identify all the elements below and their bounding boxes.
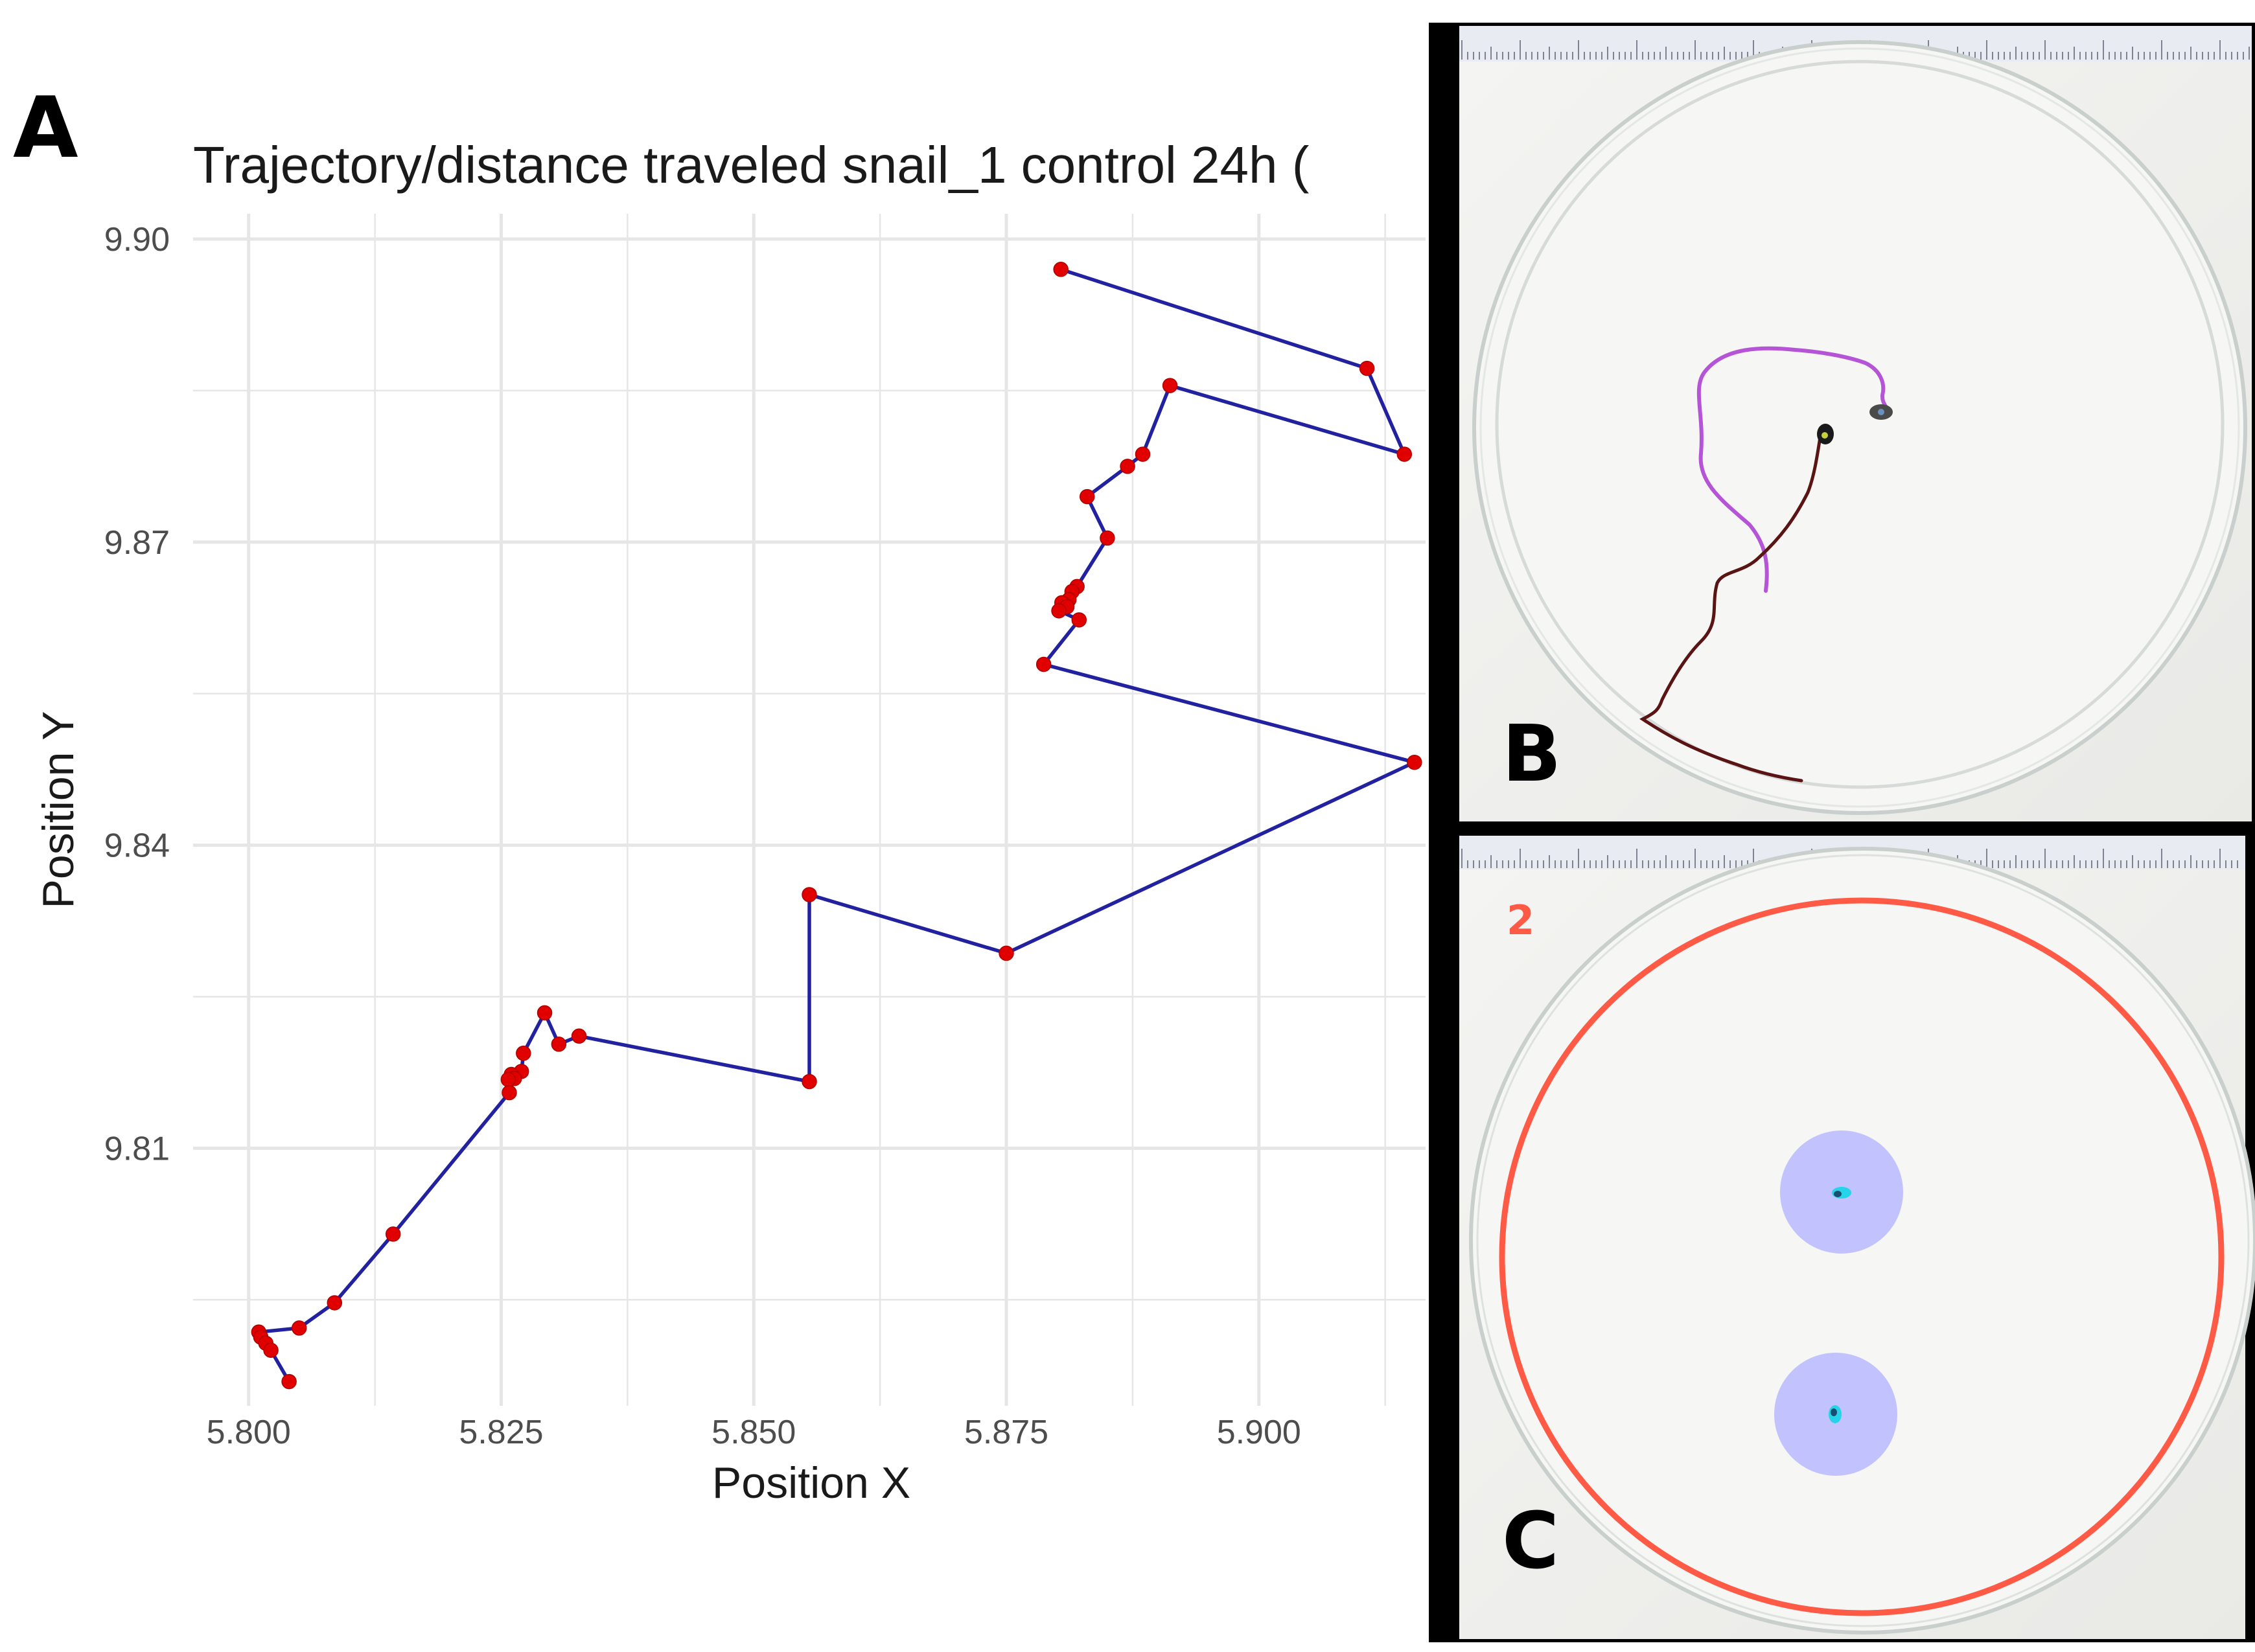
x-tick-label: 5.825 [459,1414,543,1451]
trajectory-point [327,1295,343,1311]
chart-title: Trajectory/distance traveled snail_1 con… [193,136,1310,194]
trajectory-point [537,1005,553,1021]
panel-c: 2 C [1429,826,2255,1642]
trajectory-point [802,887,817,902]
x-tick-label: 5.875 [964,1414,1048,1451]
y-tick-label: 9.81 [104,1130,170,1167]
panel-a: A Trajectory/distance traveled snail_1 c… [13,78,1426,1508]
y-tick-label: 9.87 [104,524,170,562]
arena-boundary-ring [1499,897,2225,1616]
grid-major [193,214,1426,1406]
panel-b-dish-inner [1495,60,2225,789]
trail-snail-purple [1696,346,1889,593]
trajectory-point [1100,530,1115,546]
y-axis-label: Position Y [34,711,83,909]
x-axis-label: Position X [712,1458,910,1508]
snail-c-2-shell [1831,1408,1837,1416]
trajectory-point [263,1342,279,1358]
trajectory-point [1120,459,1135,474]
panel-b-dish-outer [1472,40,2247,815]
trajectory-point [571,1028,587,1044]
trajectory-point [1407,754,1422,770]
trajectory-point [502,1084,517,1101]
panel-c-dish-rim [1476,854,2250,1627]
trajectory-point [291,1320,307,1336]
trail-snail-brown [1639,431,1823,783]
panel-c-label: C [1502,1497,1559,1587]
x-tick-label: 5.900 [1217,1414,1301,1451]
panel-b-label: B [1502,709,1561,799]
y-tick-label: 9.84 [104,827,170,865]
trajectory-point [802,1073,817,1090]
y-tick-label: 9.90 [104,221,170,258]
trajectory-point [551,1037,567,1052]
grid-minor [193,214,1426,1406]
trajectory-point [1396,446,1413,462]
trajectory-line [257,268,1417,1382]
plot-area [193,214,1426,1406]
trajectory-point [281,1373,297,1390]
arena-number: 2 [1507,897,1534,944]
trajectory-point [1051,603,1067,619]
trajectory-point [500,1072,516,1088]
x-tick-label: 5.800 [207,1414,291,1451]
trajectory-point [1053,262,1069,277]
trajectory-point [999,945,1014,961]
x-axis-ticks: 5.800 5.825 5.850 5.875 5.900 [207,1414,1301,1451]
trajectory-point [385,1226,401,1242]
trajectory-point [1162,378,1178,393]
snail-2-marker [1878,409,1884,415]
trajectory-point [1135,446,1151,462]
snail-c-1-shell [1834,1191,1842,1197]
trajectory-point [1079,488,1095,505]
y-axis-ticks: 9.81 9.84 9.87 9.90 [104,221,170,1167]
panel-b-dish-rim [1479,47,2240,808]
trajectory-point [1359,360,1375,376]
trajectory-point [1071,612,1087,628]
panel-a-label: A [13,78,78,177]
trajectory-points [251,262,1422,1390]
x-tick-label: 5.850 [711,1414,796,1451]
trajectory-point [516,1046,531,1061]
snail-1-marker [1821,432,1828,439]
panel-b: B [1429,23,2255,826]
trajectory-point [1035,656,1052,672]
